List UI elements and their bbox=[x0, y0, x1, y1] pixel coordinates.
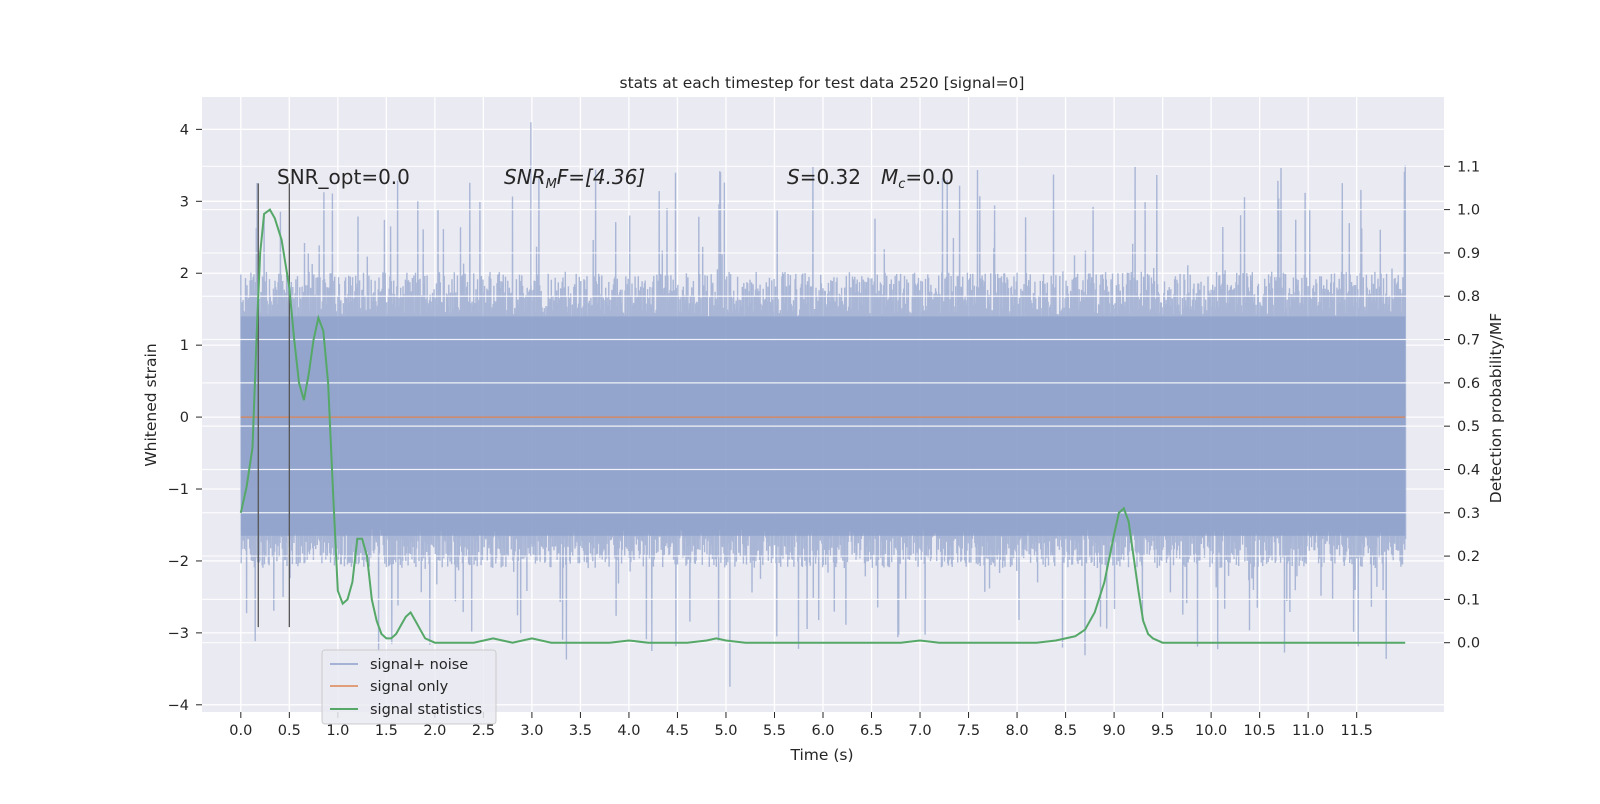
legend-label-signal-only: signal only bbox=[370, 679, 449, 695]
annotation-snr-mf: SNRMF=[4.36] bbox=[504, 165, 645, 192]
legend-label-signal-noise: signal+ noise bbox=[370, 657, 468, 673]
y-tick-label: 4 bbox=[180, 122, 189, 138]
y-tick-label: −3 bbox=[168, 626, 189, 642]
x-tick-label: 2.0 bbox=[423, 723, 446, 739]
y-axis-title: Whitened strain bbox=[142, 343, 160, 466]
y2-tick-label: 1.0 bbox=[1457, 203, 1480, 219]
x-tick-label: 0.5 bbox=[278, 723, 301, 739]
x-tick-label: 3.0 bbox=[520, 723, 543, 739]
y2-tick-label: 0.8 bbox=[1457, 289, 1480, 305]
x-tick-label: 10.5 bbox=[1243, 723, 1275, 739]
x-tick-label: 5.0 bbox=[714, 723, 737, 739]
s-value: =0.32 bbox=[800, 165, 861, 189]
y-tick-label: 0 bbox=[180, 410, 189, 426]
y-tick-label: 3 bbox=[180, 194, 189, 210]
y2-tick-label: 0.7 bbox=[1457, 333, 1480, 349]
x-tick-label: 6.5 bbox=[860, 723, 883, 739]
y2-tick-label: 0.4 bbox=[1457, 462, 1480, 478]
y2-axis-ticks: 1.1 1.0 0.9 0.8 0.7 0.6 0.5 0.4 0.3 0.2 0.1 0.0 bbox=[1444, 159, 1480, 652]
mc-name: M bbox=[881, 165, 898, 189]
y2-tick-label: 0.3 bbox=[1457, 506, 1480, 522]
x-tick-label: 7.5 bbox=[957, 723, 980, 739]
y2-tick-label: 1.1 bbox=[1457, 159, 1480, 175]
y-tick-label: 2 bbox=[180, 266, 189, 282]
x-tick-label: 11.5 bbox=[1341, 723, 1373, 739]
y2-tick-label: 0.2 bbox=[1457, 549, 1480, 565]
y-tick-label: −4 bbox=[168, 698, 189, 714]
annotation-s-value: S=0.32 bbox=[787, 165, 861, 189]
x-tick-label: 8.5 bbox=[1054, 723, 1077, 739]
s-name: S bbox=[787, 165, 800, 189]
x-tick-label: 2.5 bbox=[472, 723, 495, 739]
y2-tick-label: 0.6 bbox=[1457, 376, 1480, 392]
legend-label-signal-statistics: signal statistics bbox=[370, 702, 482, 718]
x-tick-label: 4.5 bbox=[666, 723, 689, 739]
y2-tick-label: 0.9 bbox=[1457, 246, 1480, 262]
y2-tick-label: 0.0 bbox=[1457, 636, 1480, 652]
snr-mf-sub: M bbox=[546, 177, 557, 192]
x-tick-label: 5.5 bbox=[763, 723, 786, 739]
x-tick-label: 9.5 bbox=[1151, 723, 1174, 739]
x-axis-ticks: 0.0 0.5 1.0 1.5 2.0 2.5 3.0 3.5 4.0 4.5 5.0 5.5 6.0 6… bbox=[229, 712, 1373, 739]
y-tick-label: −1 bbox=[168, 482, 189, 498]
mc-value: =0.0 bbox=[905, 165, 954, 189]
annotation-mc-value: Mc=0.0 bbox=[881, 165, 954, 192]
legend: signal+ noise signal only signal statist… bbox=[321, 649, 497, 725]
x-tick-label: 10.0 bbox=[1195, 723, 1227, 739]
y2-tick-label: 0.1 bbox=[1457, 592, 1480, 608]
snr-mf-name: SNR bbox=[504, 165, 546, 189]
y-tick-label: 1 bbox=[180, 338, 189, 354]
y-tick-label: −2 bbox=[168, 554, 189, 570]
x-tick-label: 1.0 bbox=[326, 723, 349, 739]
x-tick-label: 1.5 bbox=[375, 723, 398, 739]
x-tick-label: 3.5 bbox=[569, 723, 592, 739]
x-tick-label: 8.0 bbox=[1006, 723, 1029, 739]
x-tick-label: 4.0 bbox=[617, 723, 640, 739]
y2-tick-label: 0.5 bbox=[1457, 419, 1480, 435]
x-axis-title: Time (s) bbox=[789, 746, 853, 764]
vertical-markers bbox=[257, 183, 290, 628]
x-tick-label: 9.0 bbox=[1103, 723, 1126, 739]
x-tick-label: 6.0 bbox=[811, 723, 834, 739]
snr-mf-tail: F=[4.36] bbox=[557, 165, 645, 189]
x-tick-label: 7.0 bbox=[909, 723, 932, 739]
legend-box bbox=[321, 649, 497, 725]
y-axis-ticks: 4 3 2 1 0 −1 −2 −3 −4 bbox=[168, 122, 202, 714]
annotation-snr-opt: SNR_opt=0.0 bbox=[277, 165, 410, 189]
chart-title: stats at each timestep for test data 252… bbox=[620, 74, 1025, 92]
x-tick-label: 0.0 bbox=[229, 723, 252, 739]
series-line-signal-statistics bbox=[239, 208, 1406, 644]
y2-axis-title: Detection probability/MF bbox=[1487, 313, 1505, 504]
mc-sub: c bbox=[898, 177, 905, 192]
x-tick-label: 11.0 bbox=[1292, 723, 1324, 739]
